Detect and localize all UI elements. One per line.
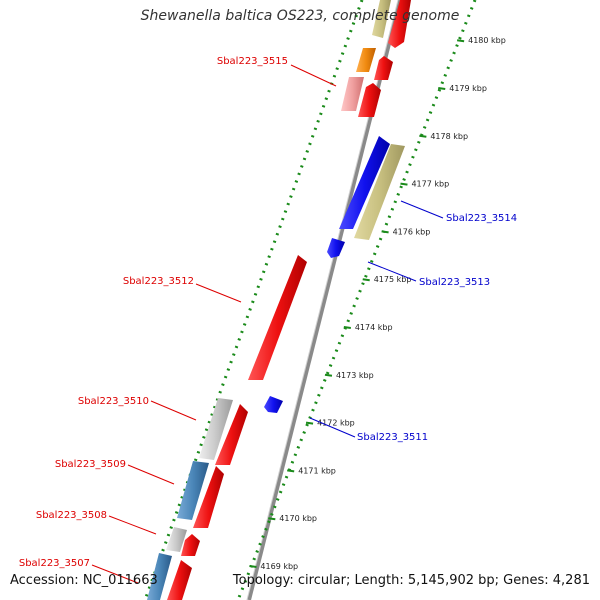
leader-3514 (400, 200, 444, 219)
leader-3509 (127, 464, 175, 485)
gene-red-3509 (193, 466, 224, 528)
scale-tick-label: 4171 kbp (298, 466, 336, 475)
scale-tick-label: 4174 kbp (355, 323, 393, 332)
scale-tick-label: 4175 kbp (374, 275, 412, 284)
gene-grey-3508 (166, 527, 187, 552)
scale-tick-label: 4180 kbp (468, 36, 506, 45)
gene-grey-3510 (199, 398, 233, 460)
scale-tick (438, 87, 446, 90)
scale-tick-label: 4170 kbp (279, 514, 317, 523)
gene-steel-3509 (177, 461, 209, 520)
map-title: Shewanella baltica OS223, complete genom… (140, 8, 460, 24)
leader-3513 (367, 261, 417, 282)
gene-red-short-2 (358, 83, 381, 117)
gene-khaki-long (354, 144, 405, 240)
leader-3515 (290, 64, 337, 87)
scale-tick (249, 565, 257, 568)
scale-tick (268, 517, 276, 521)
gene-label-3511[interactable]: Sbal223_3511 (357, 432, 428, 443)
gene-blue-small-3513 (327, 238, 345, 258)
accession-text: Accession: NC_011663 (10, 573, 158, 588)
gene-label-3507[interactable]: Sbal223_3507 (19, 558, 90, 569)
gene-red-3510 (215, 404, 248, 465)
gene-label-3510[interactable]: Sbal223_3510 (78, 396, 149, 407)
scale-tick (381, 230, 389, 234)
gene-khaki-top (372, 0, 391, 38)
gene-blue-long (339, 136, 390, 229)
scale-tick-label: 4169 kbp (260, 562, 298, 571)
gene-label-layer: Sbal223_3515 Sbal223_3514 Sbal223_3513 S… (19, 56, 517, 584)
gene-label-3509[interactable]: Sbal223_3509 (55, 459, 126, 470)
leader-3507 (91, 564, 139, 584)
gene-red-long-3512 (248, 255, 307, 380)
scale-tick (419, 134, 427, 138)
gene-orange (356, 48, 376, 72)
gene-red-short-1 (374, 56, 393, 80)
scale-tick-label: 4173 kbp (336, 371, 374, 380)
gene-red-3508 (181, 534, 200, 556)
gene-red-3507 (167, 560, 192, 600)
gene-pink (341, 77, 364, 111)
scale-tick (400, 182, 408, 186)
gene-label-3508[interactable]: Sbal223_3508 (36, 510, 107, 521)
scale-tick (287, 469, 295, 473)
gene-features (147, 0, 411, 600)
scale-track-inner (143, 0, 364, 600)
scale-tick (362, 278, 370, 282)
leader-3512 (195, 283, 242, 303)
topology-text: Topology: circular; Length: 5,145,902 bp… (232, 573, 590, 588)
gene-steel-3507 (147, 553, 172, 600)
scale-tick (324, 373, 333, 377)
scale-ticks: 4169 kbp 4170 kbp 4171 kbp 4172 kbp 4173 kbp… (249, 36, 506, 571)
scale-tick (456, 39, 465, 43)
scale-tick (305, 421, 314, 425)
gene-label-3514[interactable]: Sbal223_3514 (446, 213, 517, 224)
leader-3511 (309, 417, 356, 438)
gene-label-3512[interactable]: Sbal223_3512 (123, 276, 194, 287)
scale-tick-label: 4177 kbp (411, 180, 449, 189)
scale-tick-label: 4176 kbp (393, 227, 431, 236)
gene-label-3513[interactable]: Sbal223_3513 (419, 277, 490, 288)
leader-3508 (108, 515, 157, 535)
scale-tick-label: 4172 kbp (317, 419, 355, 428)
scale-track-outer (236, 0, 477, 600)
gene-red-top (388, 0, 411, 48)
leader-3510 (150, 400, 197, 421)
gene-blue-small-3511 (264, 396, 283, 413)
scale-tick-label: 4179 kbp (449, 84, 487, 93)
scale-tick-label: 4178 kbp (430, 132, 468, 141)
scale-tick (343, 326, 351, 329)
gene-label-3515[interactable]: Sbal223_3515 (217, 56, 288, 67)
